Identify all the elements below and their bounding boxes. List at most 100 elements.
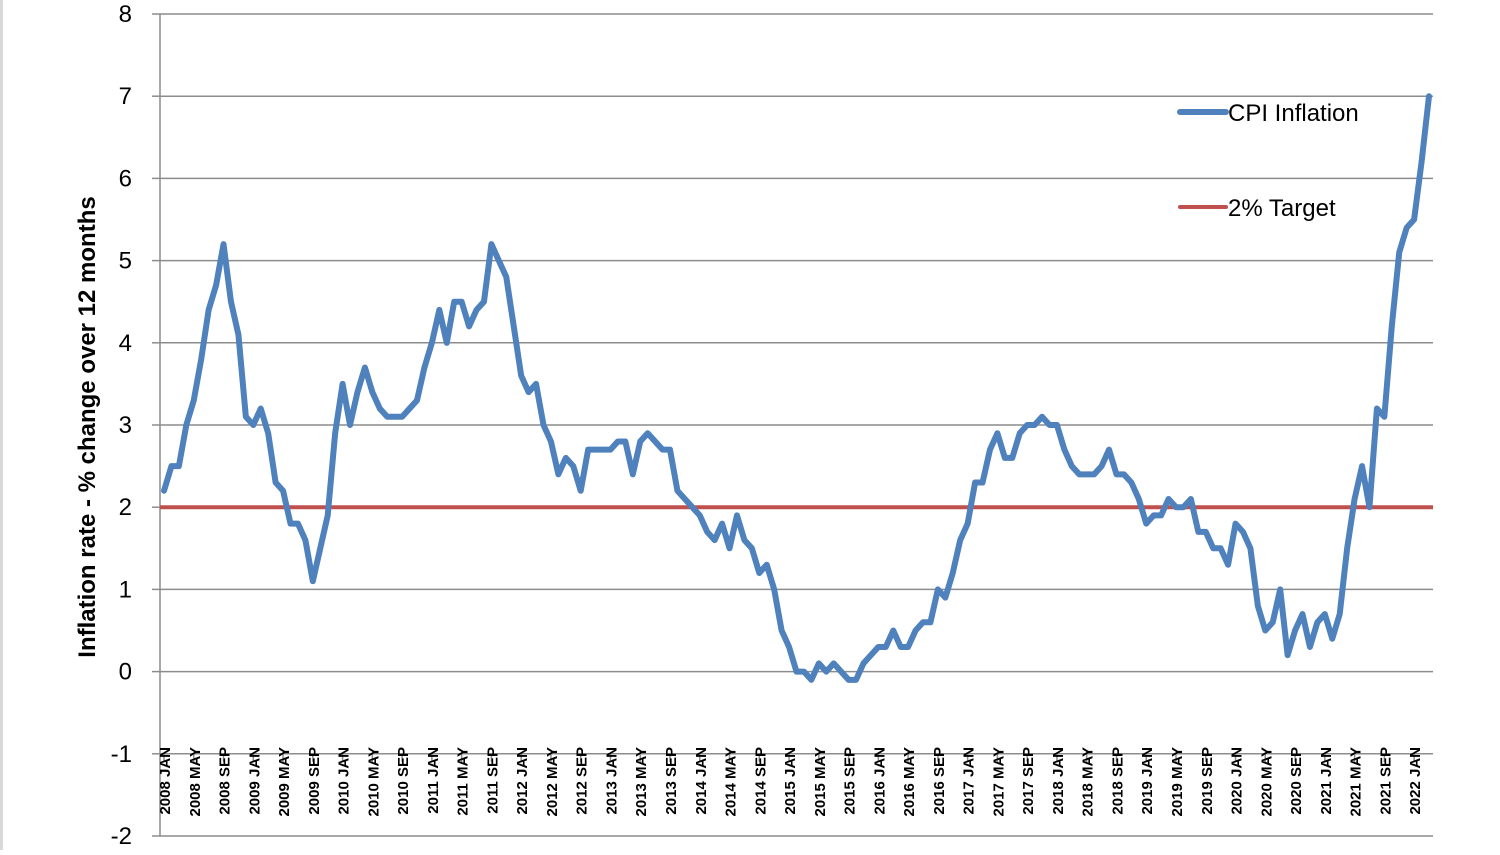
cpi-point — [506, 277, 507, 278]
cpi-point — [431, 342, 432, 343]
cpi-point — [826, 671, 827, 672]
cpi-point — [893, 630, 894, 631]
cpi-point — [1071, 466, 1072, 467]
cpi-point — [364, 367, 365, 368]
cpi-point — [476, 309, 477, 310]
cpi-point — [1339, 614, 1340, 615]
cpi-point — [312, 581, 313, 582]
cpi-point — [528, 392, 529, 393]
cpi-point — [1332, 638, 1333, 639]
cpi-point — [1309, 646, 1310, 647]
x-tick-label: 2020 SEP — [1288, 747, 1305, 815]
series-cpi-line — [161, 93, 1432, 683]
cpi-point — [833, 663, 834, 664]
cpi-point — [915, 630, 916, 631]
cpi-point — [1064, 449, 1065, 450]
cpi-point — [878, 646, 879, 647]
cpi-point — [1176, 507, 1177, 508]
y-tick-label: 8 — [119, 1, 132, 28]
x-tick-label: 2021 JAN — [1318, 747, 1335, 815]
cpi-point — [781, 630, 782, 631]
cpi-point — [1198, 531, 1199, 532]
cpi-point — [1168, 498, 1169, 499]
cpi-point — [1205, 531, 1206, 532]
cpi-point — [394, 416, 395, 417]
cpi-point — [1213, 548, 1214, 549]
cpi-point — [379, 408, 380, 409]
cpi-point — [1034, 425, 1035, 426]
cpi-point — [305, 540, 306, 541]
x-tick-label: 2017 JAN — [961, 747, 978, 815]
cpi-point — [1399, 252, 1400, 253]
cpi-point — [424, 367, 425, 368]
cpi-point — [1376, 408, 1377, 409]
cpi-point — [900, 646, 901, 647]
cpi-point — [1056, 425, 1057, 426]
cpi-point — [766, 564, 767, 565]
cpi-point — [811, 679, 812, 680]
cpi-point — [550, 441, 551, 442]
x-tick-label: 2009 JAN — [246, 747, 263, 815]
cpi-point — [610, 449, 611, 450]
cpi-point — [789, 646, 790, 647]
cpi-point — [216, 285, 217, 286]
cpi-point — [335, 433, 336, 434]
x-tick-label: 2009 MAY — [276, 747, 293, 817]
y-tick-label: -2 — [111, 823, 132, 850]
cpi-point — [245, 416, 246, 417]
cpi-point — [223, 244, 224, 245]
cpi-point — [238, 334, 239, 335]
cpi-point — [1101, 466, 1102, 467]
cpi-point — [1116, 474, 1117, 475]
x-tick-label: 2011 JAN — [425, 747, 442, 814]
cpi-point — [543, 425, 544, 426]
x-tick-label: 2019 SEP — [1199, 747, 1216, 815]
x-tick-label: 2012 MAY — [544, 747, 561, 817]
cpi-point — [1324, 614, 1325, 615]
cpi-point — [1027, 425, 1028, 426]
x-tick-label: 2013 MAY — [633, 747, 650, 817]
x-tick-label: 2008 MAY — [187, 747, 204, 817]
cpi-point — [491, 244, 492, 245]
cpi-point — [1347, 548, 1348, 549]
cpi-point — [201, 359, 202, 360]
cpi-point — [595, 449, 596, 450]
x-tick-label: 2016 MAY — [901, 747, 918, 817]
cpi-point — [1302, 614, 1303, 615]
cpi-point — [982, 482, 983, 483]
cpi-point — [580, 490, 581, 491]
x-tick-label: 2015 SEP — [842, 747, 859, 815]
series-lines — [160, 93, 1433, 683]
cpi-point — [744, 540, 745, 541]
cpi-point — [573, 466, 574, 467]
x-tick-label: 2013 SEP — [663, 747, 680, 815]
x-tick-label: 2011 SEP — [484, 747, 501, 814]
left-border — [0, 0, 3, 850]
cpi-point — [446, 342, 447, 343]
x-tick-label: 2008 SEP — [217, 747, 234, 815]
cpi-point — [908, 646, 909, 647]
cpi-point — [1250, 548, 1251, 549]
x-tick-label: 2014 JAN — [693, 747, 710, 815]
cpi-point — [937, 589, 938, 590]
cpi-point — [952, 572, 953, 573]
cpi-point — [558, 474, 559, 475]
x-tick-label: 2016 JAN — [871, 747, 888, 815]
cpi-point — [803, 671, 804, 672]
cpi-point — [1384, 416, 1385, 417]
cpi-point — [186, 425, 187, 426]
cpi-point — [588, 449, 589, 450]
cpi-point — [774, 589, 775, 590]
cpi-point — [625, 441, 626, 442]
cpi-point — [1131, 482, 1132, 483]
x-tick-label: 2013 JAN — [603, 747, 620, 815]
cpi-point — [1094, 474, 1095, 475]
cpi-point — [856, 679, 857, 680]
x-tick-label: 2020 JAN — [1229, 747, 1246, 815]
cpi-point — [1287, 655, 1288, 656]
cpi-point — [454, 301, 455, 302]
cpi-point — [1004, 457, 1005, 458]
x-tick-label: 2014 MAY — [723, 747, 740, 817]
cpi-point — [841, 671, 842, 672]
